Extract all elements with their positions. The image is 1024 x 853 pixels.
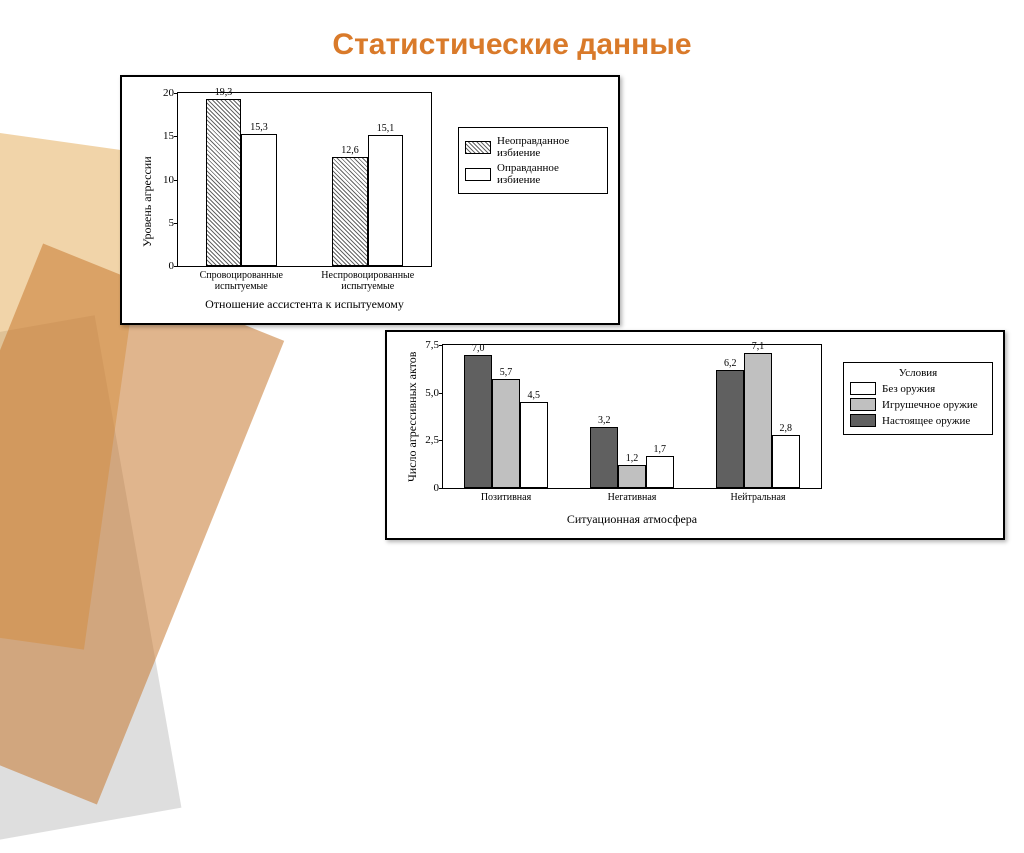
legend-item: Без оружия — [850, 382, 986, 395]
bar: 6,2 — [716, 370, 744, 488]
bar: 1,2 — [618, 465, 646, 488]
legend-swatch-hatched — [465, 141, 491, 154]
legend-label: Игрушечное оружие — [882, 399, 978, 411]
legend-swatch-white — [850, 382, 876, 395]
legend-swatch-light — [850, 398, 876, 411]
chart2-ylabel: Число агрессивных актов — [405, 352, 420, 482]
bar: 4,5 — [520, 402, 548, 488]
legend-label: Оправданное избиение — [497, 162, 601, 186]
legend-item: Оправданное избиение — [465, 162, 601, 186]
chart2-plot: 02,55,07,57,05,74,5Позитивная3,21,21,7Не… — [442, 344, 822, 489]
legend-swatch-white — [465, 168, 491, 181]
bar-value-label: 15,1 — [377, 123, 395, 136]
bar: 2,8 — [772, 435, 800, 488]
legend-label: Настоящее оружие — [882, 415, 970, 427]
chart1-legend: Неоправданное избиение Оправданное избие… — [458, 127, 608, 194]
chart1-ylabel: Уровень агрессии — [140, 156, 155, 247]
chart1-plot: 0510152019,315,3Спровоцированные испытуе… — [177, 92, 432, 267]
xtick: Спровоцированные испытуемые — [184, 266, 298, 292]
xtick: Позитивная — [481, 488, 531, 503]
page-title: Статистические данные — [0, 28, 1024, 62]
legend-title: Условия — [850, 367, 986, 379]
legend-item: Игрушечное оружие — [850, 398, 986, 411]
xtick: Неспровоцированные испытуемые — [311, 266, 425, 292]
bar-value-label: 15,3 — [250, 122, 268, 135]
chart2-legend: Условия Без оружия Игрушечное оружие Нас… — [843, 362, 993, 435]
bar-value-label: 12,6 — [341, 145, 359, 158]
bar: 12,6 — [332, 157, 367, 266]
bar: 5,7 — [492, 379, 520, 488]
bar: 15,1 — [368, 135, 403, 266]
bar-value-label: 1,2 — [626, 453, 639, 466]
legend-item: Неоправданное избиение — [465, 135, 601, 159]
xtick: Нейтральная — [731, 488, 786, 503]
chart-aggressive-acts: 02,55,07,57,05,74,5Позитивная3,21,21,7Не… — [385, 330, 1005, 540]
bar-value-label: 2,8 — [779, 423, 792, 436]
bar-value-label: 6,2 — [724, 358, 737, 371]
bar-value-label: 3,2 — [598, 415, 611, 428]
bar-value-label: 19,3 — [215, 87, 233, 100]
chart1-xlabel: Отношение ассистента к испытуемому — [177, 297, 432, 312]
bar: 3,2 — [590, 427, 618, 488]
legend-label: Неоправданное избиение — [497, 135, 601, 159]
bar: 19,3 — [206, 99, 241, 266]
bar-value-label: 7,1 — [752, 341, 765, 354]
bar-value-label: 5,7 — [500, 367, 513, 380]
chart2-xlabel: Ситуационная атмосфера — [442, 512, 822, 527]
bar-value-label: 1,7 — [653, 444, 666, 457]
xtick: Негативная — [608, 488, 657, 503]
chart-aggression-level: 0510152019,315,3Спровоцированные испытуе… — [120, 75, 620, 325]
bar: 7,0 — [464, 355, 492, 488]
bar: 1,7 — [646, 456, 674, 488]
legend-swatch-dark — [850, 414, 876, 427]
bar-value-label: 7,0 — [472, 343, 485, 356]
legend-label: Без оружия — [882, 383, 935, 395]
legend-item: Настоящее оружие — [850, 414, 986, 427]
bar: 15,3 — [241, 134, 276, 266]
bar-value-label: 4,5 — [527, 390, 540, 403]
bar: 7,1 — [744, 353, 772, 488]
